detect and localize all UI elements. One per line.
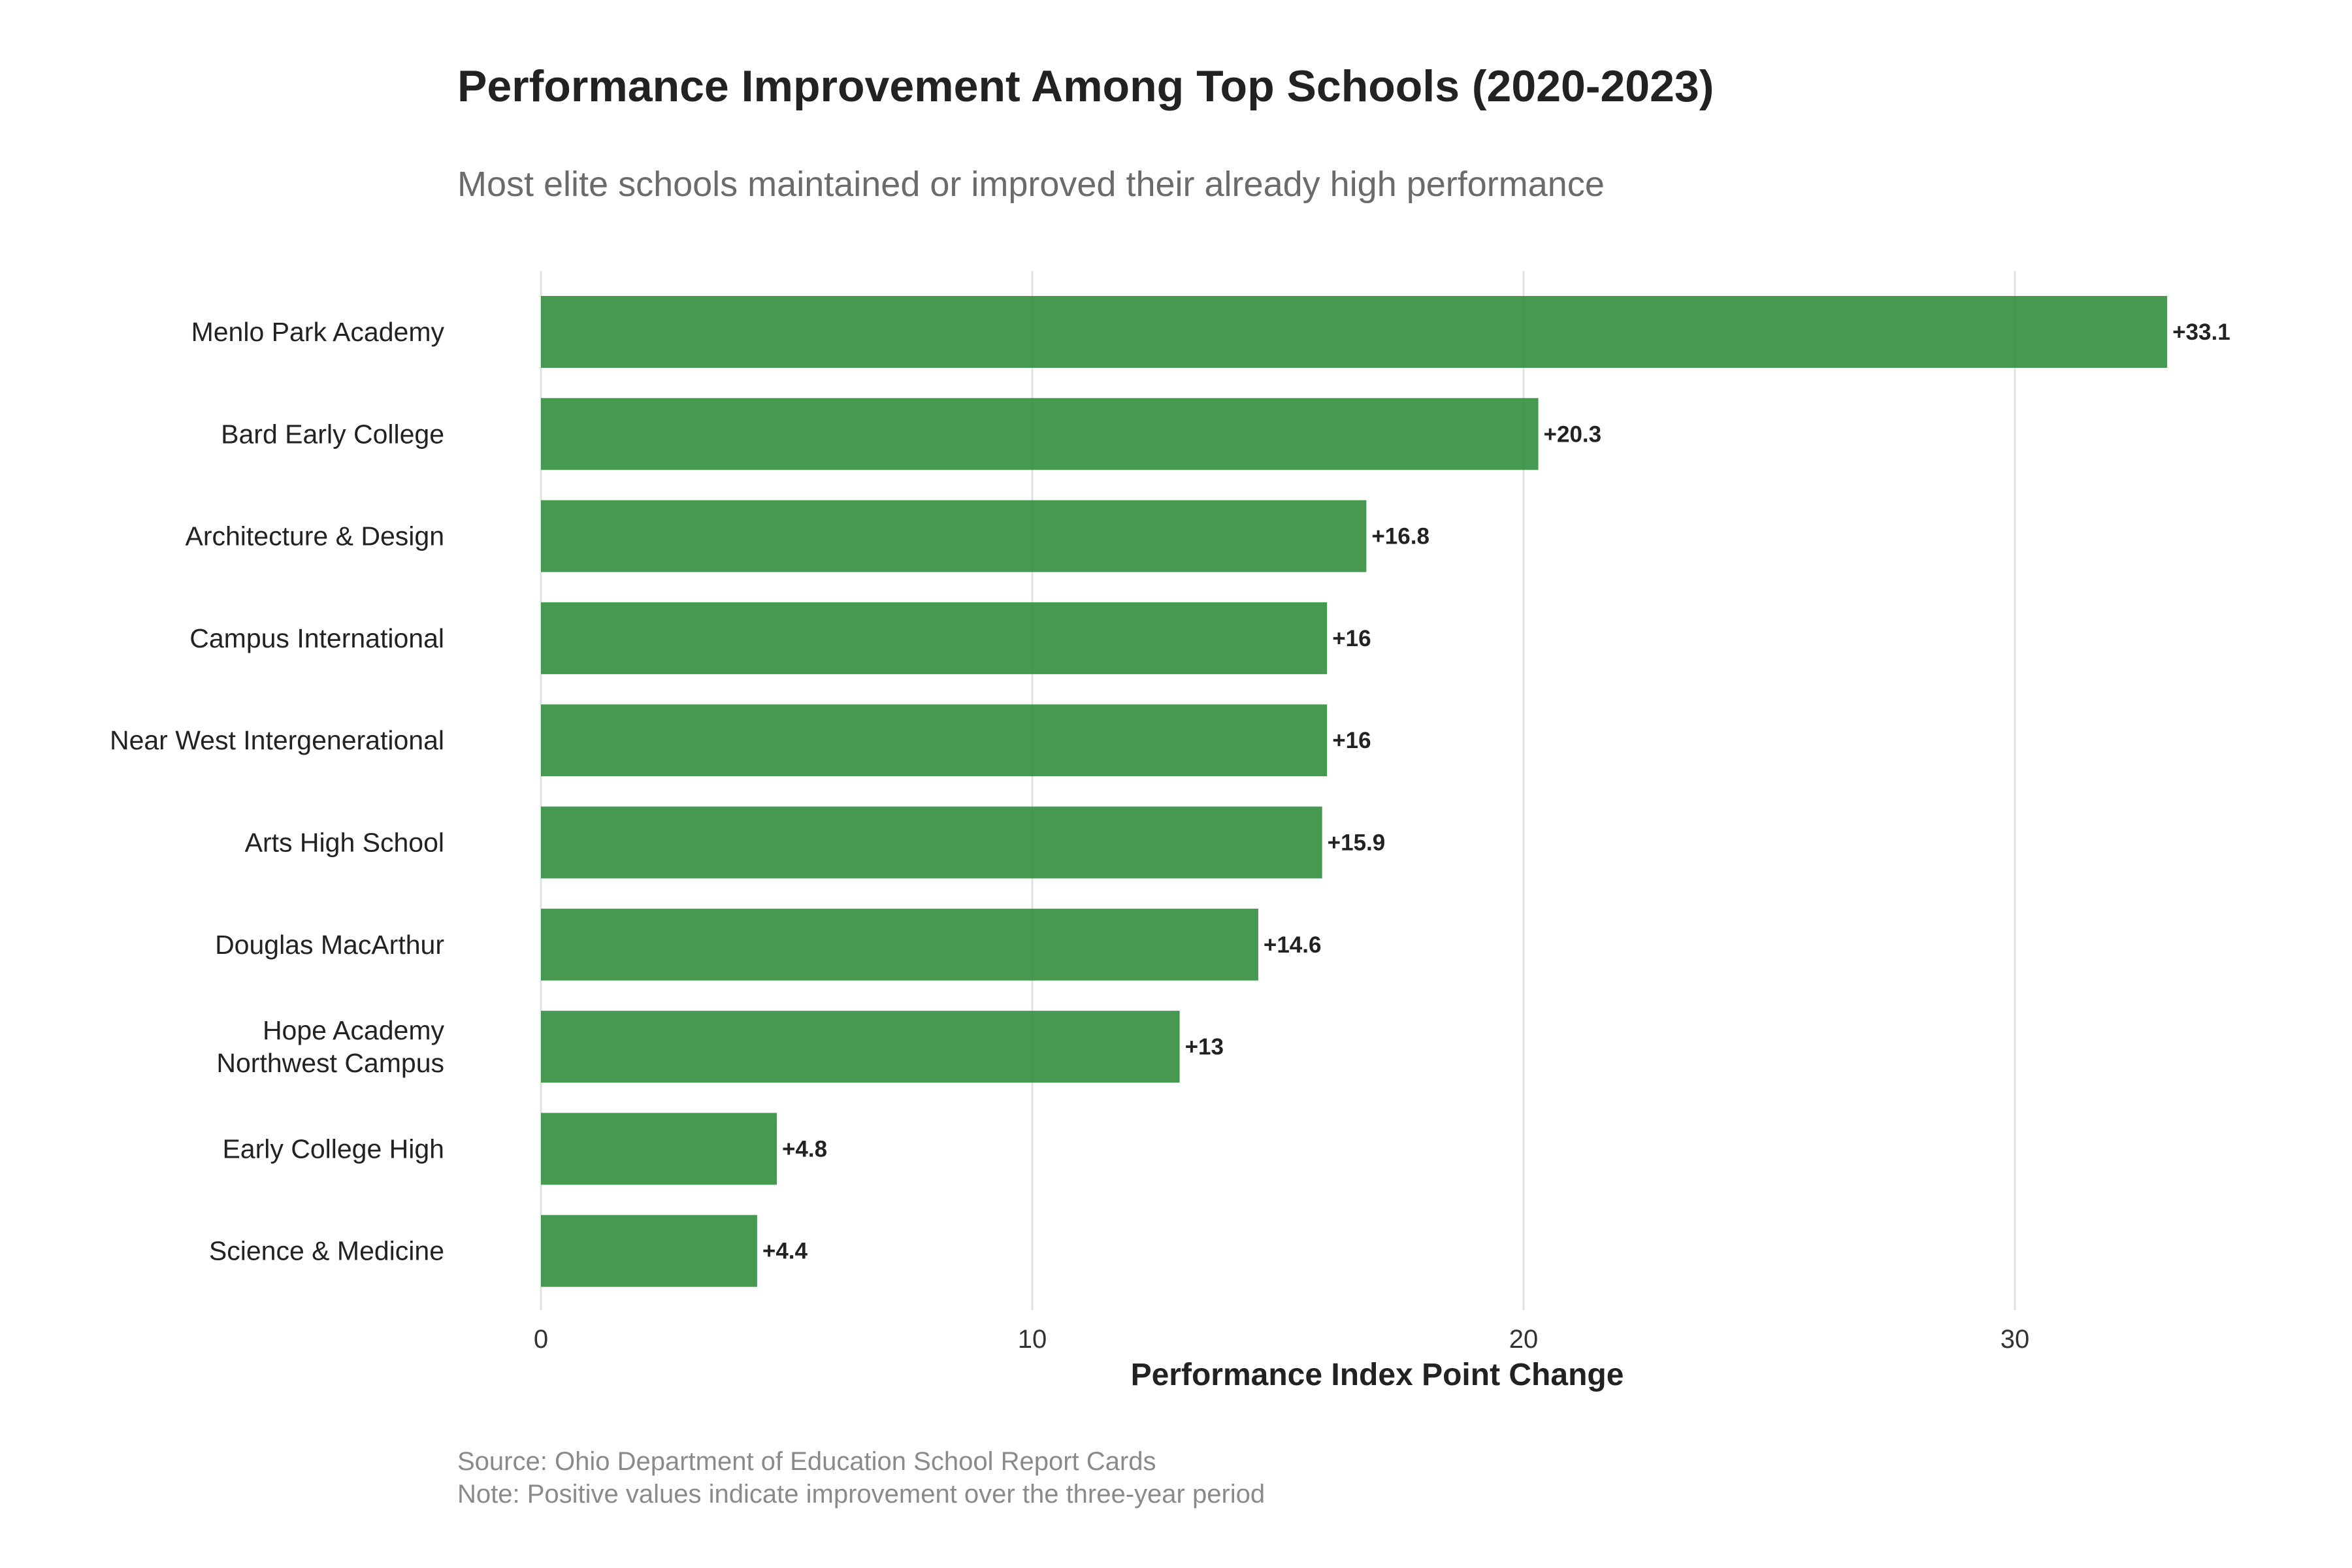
bar-value-label: +14.6 [1264,932,1322,958]
bar-value-label: +15.9 [1328,830,1386,856]
bar [541,1113,777,1185]
chart-title: Performance Improvement Among Top School… [457,61,1714,111]
category-label: Menlo Park Academy [191,317,445,347]
category-label: Architecture & Design [185,521,444,551]
category-label: Bard Early College [221,419,444,449]
bar-value-label: +16.8 [1371,524,1429,549]
category-label-line: Arts High School [245,828,444,858]
bar [541,602,1328,674]
category-label-line: Early College High [222,1134,444,1164]
chart-subtitle: Most elite schools maintained or improve… [457,165,1605,204]
x-tick-labels: 0 10 20 30 [534,1325,2029,1354]
category-label-line: Campus International [189,623,444,653]
x-tick-label: 0 [534,1325,548,1354]
x-axis-title: Performance Index Point Change [1131,1358,1624,1392]
bar [541,806,1322,879]
bar-value-label: +4.4 [762,1239,808,1264]
bar [541,908,1258,981]
bar-value-label: +20.3 [1544,421,1602,447]
x-tick-label: 20 [1509,1325,1539,1354]
bar [541,704,1328,777]
category-label-line: Near West Intergenerational [110,725,444,755]
category-label: Arts High School [245,828,444,858]
bar [541,296,2168,368]
bar [541,1011,1180,1083]
category-label: Near West Intergenerational [110,725,444,755]
category-label-line: Bard Early College [221,419,444,449]
bar-value-label: +16 [1332,728,1371,753]
bar-value-label: +13 [1185,1034,1224,1060]
bar-value-label: +33.1 [2172,319,2230,345]
category-label: Early College High [222,1134,444,1164]
x-tick-label: 10 [1018,1325,1047,1354]
category-label-line: Hope Academy [263,1015,445,1045]
category-label: Science & Medicine [209,1236,444,1266]
bar-value-label: +16 [1332,626,1371,651]
caption-note: Note: Positive values indicate improveme… [457,1480,1265,1509]
category-label-line: Architecture & Design [185,521,444,551]
caption-source: Source: Ohio Department of Education Sch… [457,1447,1156,1476]
category-label: Hope Academy Northwest Campus [216,1015,444,1078]
category-label: Campus International [189,623,444,653]
category-label: Douglas MacArthur [215,930,444,960]
bar [541,398,1539,470]
category-label-line: Science & Medicine [209,1236,444,1266]
category-labels: Menlo Park Academy Bard Early College Arch… [110,317,445,1266]
category-label-line: Northwest Campus [216,1048,444,1078]
category-label-line: Menlo Park Academy [191,317,445,347]
x-tick-label: 30 [2001,1325,2030,1354]
bars: +33.1 +20.3 +16.8 +16 +16 +15.9 +14.6 +13 +4.8 +4… [541,296,2230,1287]
bar-value-label: +4.8 [782,1136,827,1162]
bar [541,1215,757,1287]
category-label-line: Douglas MacArthur [215,930,444,960]
bar [541,500,1367,572]
